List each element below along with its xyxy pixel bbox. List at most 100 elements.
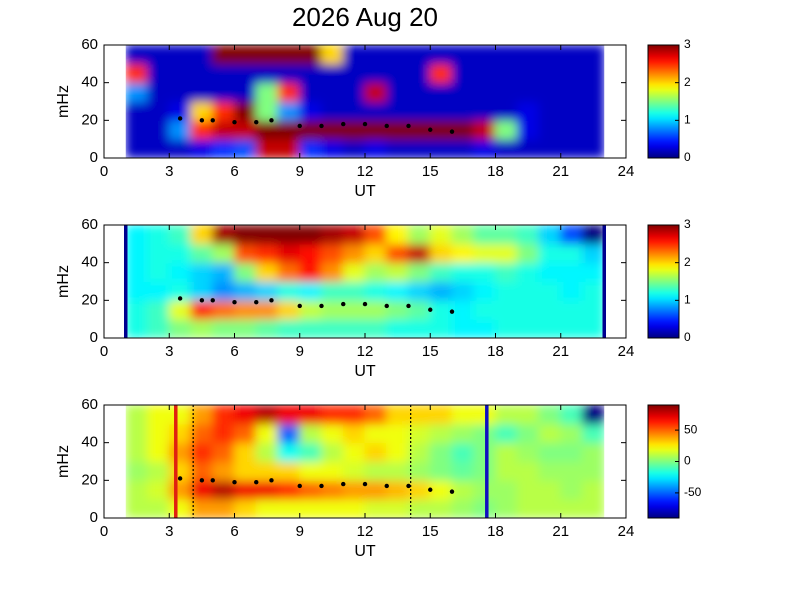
heatmap-cell [321, 442, 344, 462]
heatmap-cell [255, 442, 279, 462]
y-tick-label: 40 [81, 74, 98, 91]
heatmap-cell [277, 281, 301, 301]
heatmap-cell [147, 225, 170, 245]
heatmap-cell [342, 262, 366, 282]
heatmap-cell [429, 318, 453, 338]
heatmap-cell [538, 318, 562, 338]
track-point [362, 301, 368, 307]
heatmap-cell [582, 479, 605, 500]
heatmap-cell [495, 262, 518, 282]
colorbar-tick-label: 3 [684, 37, 691, 51]
heatmap-cell [473, 461, 496, 481]
heatmap-cell [321, 498, 344, 518]
track-point [449, 489, 455, 494]
heatmap-cell [560, 405, 583, 425]
x-tick-label: 6 [230, 163, 238, 180]
heatmap-cell [364, 119, 388, 140]
heatmap-cell [234, 101, 257, 121]
heatmap-cell [125, 243, 148, 264]
heatmap-cell [560, 101, 583, 121]
track-point [406, 483, 411, 489]
heatmap-cell [451, 225, 475, 245]
heatmap-cell [234, 281, 257, 301]
y-tick-label: 0 [90, 509, 98, 526]
heatmap-cell [429, 82, 453, 102]
heatmap-cell [321, 461, 344, 481]
heatmap [125, 225, 605, 338]
heatmap-cell [190, 138, 214, 158]
heatmap-cell [321, 281, 344, 301]
heatmap-cell [299, 243, 322, 264]
heatmap-cell [451, 442, 475, 462]
heatmap-cell [255, 423, 279, 444]
heatmap-cell [451, 299, 475, 320]
heatmap-cell [212, 243, 235, 264]
heatmap-cell [277, 318, 301, 338]
heatmap-cell [451, 405, 475, 425]
heatmap-cell [538, 82, 562, 102]
x-tick-label: 21 [552, 523, 569, 540]
track-point [406, 303, 411, 309]
heatmap-cell [473, 498, 496, 518]
heatmap-cell [190, 442, 214, 462]
heatmap-cell [255, 281, 279, 301]
heatmap-cell [147, 423, 170, 444]
heatmap-cell [168, 405, 192, 425]
heatmap-cell [125, 461, 148, 481]
heatmap-cell [386, 318, 409, 338]
heatmap-cell [386, 442, 409, 462]
heatmap-cell [212, 45, 235, 65]
heatmap-cell [147, 498, 170, 518]
heatmap-cell [364, 225, 388, 245]
heatmap-cell [408, 423, 431, 444]
heatmap-cell [255, 63, 279, 84]
heatmap-cell [147, 479, 170, 500]
colorbar-tick-label: 0 [684, 454, 691, 468]
track-point [269, 118, 274, 123]
x-tick-label: 24 [618, 163, 635, 180]
heatmap-cell [516, 442, 540, 462]
x-axis-label: UT [354, 363, 376, 380]
heatmap-cell [342, 225, 366, 245]
heatmap-cell [364, 243, 388, 264]
colorbar-tick-label: 2 [684, 75, 691, 89]
heatmap-cell [299, 45, 322, 65]
x-tick-label: 15 [422, 343, 439, 360]
heatmap-cell [342, 243, 366, 264]
heatmap-cell [342, 82, 366, 102]
heatmap-cell [516, 82, 540, 102]
heatmap-cell [495, 498, 518, 518]
heatmap-cell [342, 63, 366, 84]
heatmap-cell [429, 299, 453, 320]
heatmap-cell [582, 243, 605, 264]
heatmap-cell [364, 423, 388, 444]
heatmap-cell [190, 45, 214, 65]
heatmap-cell [125, 119, 148, 140]
heatmap-cell [429, 45, 453, 65]
heatmap-cell [473, 243, 496, 264]
heatmap-cell [342, 442, 366, 462]
colorbar-tick-label: 0 [684, 150, 691, 164]
heatmap-cell [386, 405, 409, 425]
heatmap-cell [147, 299, 170, 320]
heatmap-cell [473, 479, 496, 500]
heatmap-cell [277, 442, 301, 462]
heatmap-cell [516, 225, 540, 245]
heatmap-cell [321, 45, 344, 65]
heatmap [125, 405, 605, 518]
heatmap-cell [190, 243, 214, 264]
heatmap-cell [299, 225, 322, 245]
heatmap-cell [299, 423, 322, 444]
heatmap-cell [451, 318, 475, 338]
heatmap-cell [342, 101, 366, 121]
heatmap-cell [451, 262, 475, 282]
heatmap-cell [429, 281, 453, 301]
heatmap-cell [234, 498, 257, 518]
heatmap-cell [147, 243, 170, 264]
heatmap-cell [495, 82, 518, 102]
heatmap-cell [429, 119, 453, 140]
heatmap-cells [125, 405, 605, 518]
y-tick-label: 40 [81, 254, 98, 271]
heatmap-cell [538, 423, 562, 444]
x-tick-label: 9 [296, 163, 304, 180]
